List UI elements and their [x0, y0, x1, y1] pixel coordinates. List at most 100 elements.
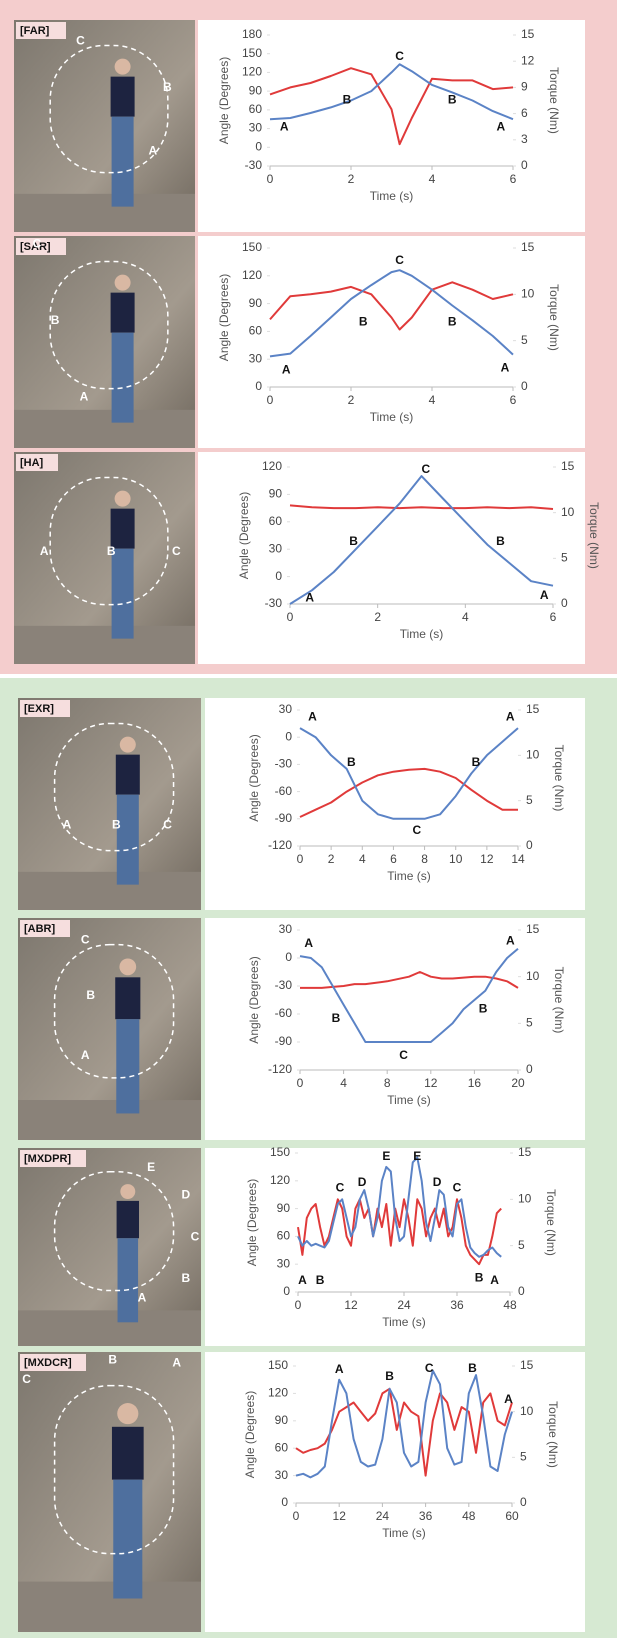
y-tick-label: -60: [275, 784, 293, 798]
x-tick-label: 10: [449, 852, 463, 866]
y2-tick-label: 0: [518, 1284, 525, 1298]
photo-label: D: [182, 1188, 191, 1202]
person-head: [119, 958, 136, 975]
panel-title: [EXR]: [24, 703, 54, 715]
photo-label: B: [107, 544, 116, 558]
point-annotation: A: [304, 936, 313, 950]
y-tick-label: 90: [269, 487, 283, 501]
person-torso: [115, 977, 140, 1019]
x-axis-label: Time (s): [370, 189, 414, 203]
y2-tick-label: 15: [526, 922, 540, 936]
point-annotation: E: [382, 1149, 390, 1163]
point-annotation: A: [540, 588, 549, 602]
x-tick-label: 0: [267, 393, 274, 407]
x-tick-label: 36: [419, 1509, 433, 1523]
y-tick-label: -30: [275, 757, 293, 771]
y-tick-label: -60: [275, 1006, 293, 1020]
y2-tick-label: 0: [526, 1062, 533, 1076]
panel-title: [MXDPR]: [24, 1153, 71, 1165]
x-axis-label: Time (s): [387, 869, 431, 883]
y-axis-label: Angle (Degrees): [243, 1391, 257, 1478]
y-axis-label: Angle (Degrees): [217, 274, 231, 361]
y2-tick-label: 10: [520, 1404, 534, 1418]
point-annotation: A: [298, 1273, 307, 1287]
y-tick-label: 180: [242, 27, 262, 41]
x-axis-label: Time (s): [382, 1315, 426, 1329]
photo-label: B: [108, 1353, 117, 1367]
y2-axis-label: Torque (Nm): [547, 67, 561, 134]
x-tick-label: 6: [550, 610, 557, 624]
person-torso: [116, 755, 140, 795]
photo-label: B: [112, 817, 121, 831]
photo-label: C: [163, 817, 172, 831]
x-tick-label: 0: [293, 1509, 300, 1523]
person-legs: [113, 1480, 142, 1599]
y2-tick-label: 15: [521, 240, 535, 254]
y2-tick-label: 3: [521, 132, 528, 146]
point-annotation: A: [506, 709, 515, 723]
point-annotation: B: [475, 1270, 484, 1284]
y-tick-label: 150: [242, 240, 262, 254]
person-head: [120, 1184, 135, 1199]
x-tick-label: 2: [348, 393, 355, 407]
y-tick-label: 120: [268, 1386, 288, 1400]
person-head: [117, 1403, 138, 1424]
person-legs: [118, 1238, 139, 1322]
point-annotation: B: [343, 93, 352, 107]
y-tick-label: 30: [279, 702, 293, 716]
floor: [18, 1310, 201, 1346]
x-tick-label: 36: [450, 1298, 464, 1312]
y-tick-label: 0: [255, 139, 262, 153]
floor: [18, 872, 201, 910]
panel-title: [ABR]: [24, 923, 55, 935]
y-tick-label: 30: [277, 1256, 291, 1270]
x-tick-label: 4: [429, 393, 436, 407]
chart-bg: [205, 1352, 585, 1632]
floor: [14, 410, 195, 448]
y-tick-label: 60: [269, 514, 283, 528]
y2-tick-label: 10: [561, 505, 575, 519]
y2-tick-label: 9: [521, 80, 528, 94]
y-tick-label: 0: [255, 379, 262, 393]
x-tick-label: 4: [359, 852, 366, 866]
point-annotation: A: [305, 591, 314, 605]
person-legs: [117, 795, 139, 885]
photo-label: C: [172, 544, 181, 558]
point-annotation: C: [336, 1180, 345, 1194]
photo-label: C: [191, 1229, 200, 1243]
y-tick-label: 30: [269, 541, 283, 555]
point-annotation: B: [448, 93, 457, 107]
point-annotation: B: [472, 755, 481, 769]
floor: [18, 1582, 201, 1632]
x-tick-label: 48: [462, 1509, 476, 1523]
y2-axis-label: Torque (Nm): [546, 1401, 560, 1468]
person-torso: [111, 509, 135, 549]
photo-label: B: [86, 988, 95, 1002]
point-annotation: C: [395, 49, 404, 63]
photo-label: B: [182, 1271, 191, 1285]
point-annotation: A: [280, 119, 289, 133]
x-axis-label: Time (s): [370, 410, 414, 424]
y2-tick-label: 6: [521, 106, 528, 120]
point-annotation: B: [332, 1011, 341, 1025]
point-annotation: A: [501, 361, 510, 375]
photo-label: B: [163, 80, 172, 94]
person-legs: [112, 117, 134, 207]
x-tick-label: 14: [511, 852, 525, 866]
x-tick-label: 60: [505, 1509, 519, 1523]
point-annotation: B: [385, 1369, 394, 1383]
photo-label: C: [22, 1372, 31, 1386]
y2-tick-label: 0: [520, 1495, 527, 1509]
y2-axis-label: Torque (Nm): [547, 284, 561, 351]
x-tick-label: 2: [328, 852, 335, 866]
y-tick-label: 0: [285, 950, 292, 964]
y-tick-label: 120: [270, 1173, 290, 1187]
x-tick-label: 20: [511, 1076, 525, 1090]
y2-tick-label: 5: [521, 333, 528, 347]
point-annotation: C: [425, 1361, 434, 1375]
point-annotation: A: [490, 1273, 499, 1287]
y2-tick-label: 15: [521, 27, 535, 41]
x-tick-label: 24: [376, 1509, 390, 1523]
y-tick-label: 90: [249, 83, 263, 97]
point-annotation: A: [335, 1362, 344, 1376]
